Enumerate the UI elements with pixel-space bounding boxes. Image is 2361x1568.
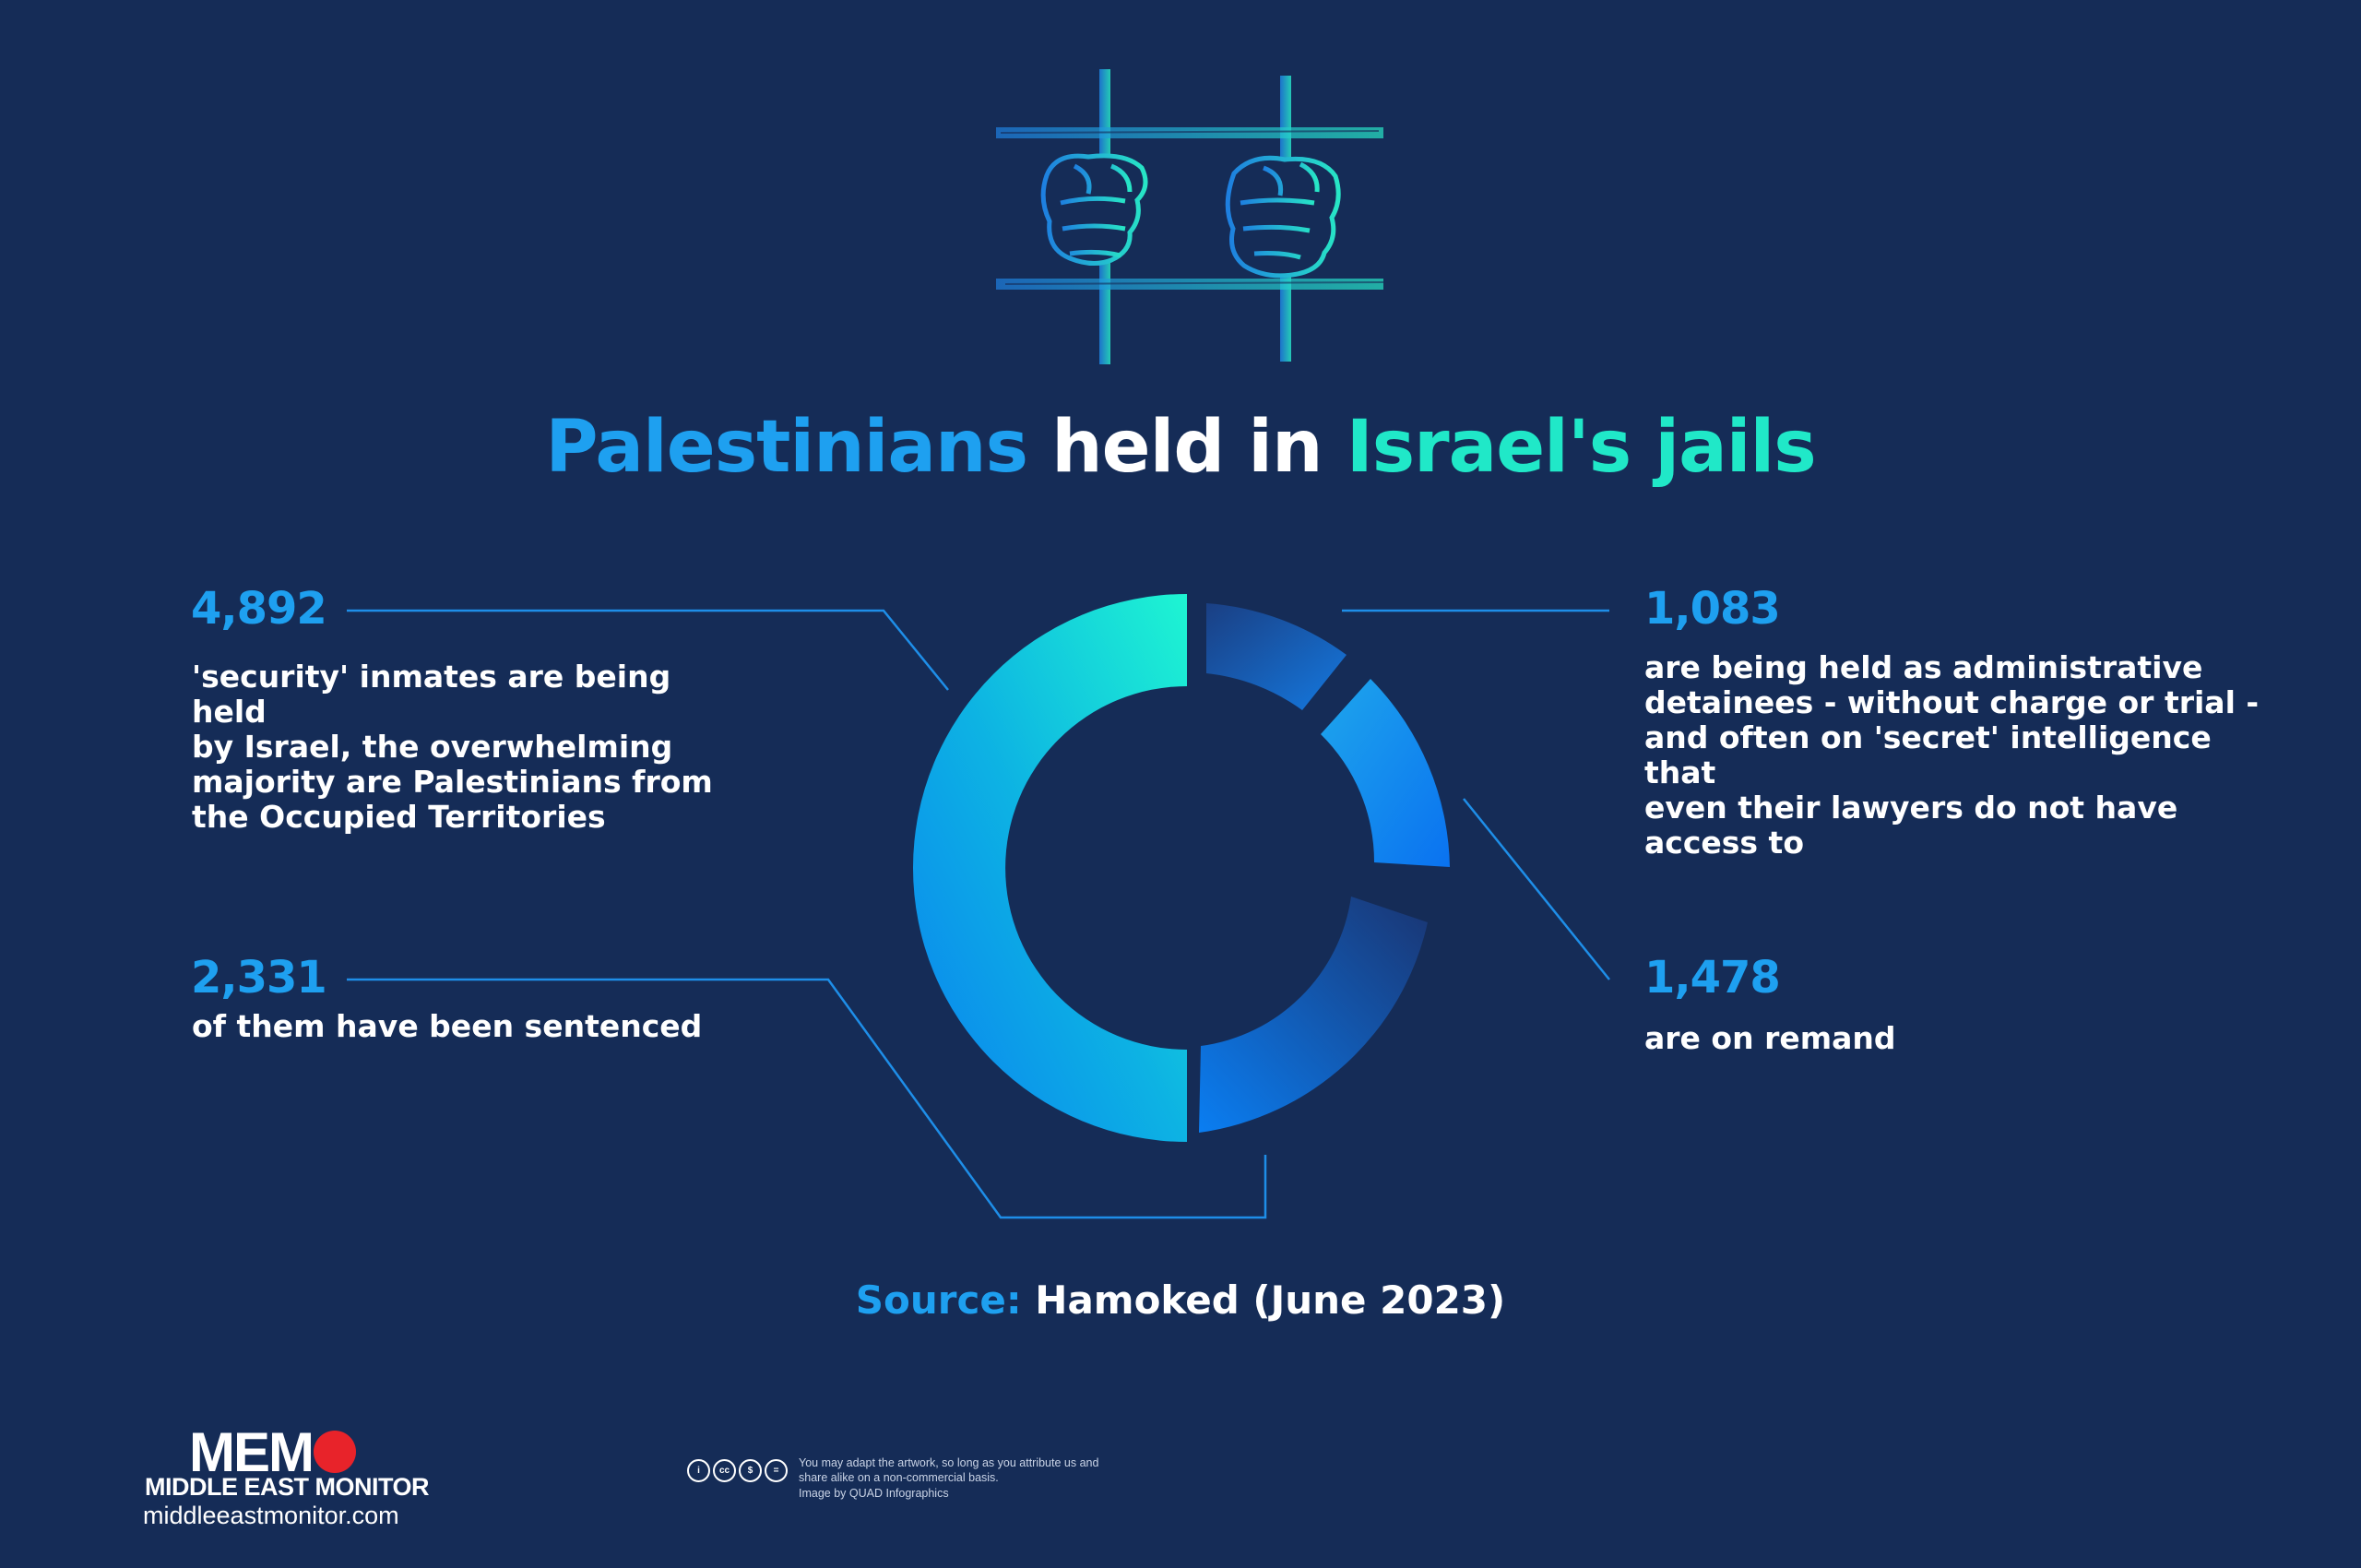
connector-security (347, 609, 949, 691)
stat-remand-description: are on remand (1644, 1021, 2198, 1056)
text-line: the Occupied Territories (192, 799, 606, 835)
stat-administrative-value: 1,083 (1644, 583, 1781, 635)
title-part-palestinians: Palestinians (545, 406, 1028, 489)
connector-remand (1463, 798, 1610, 980)
memo-logo-dot (314, 1431, 356, 1473)
text-line: access to (1644, 825, 1804, 861)
text-line: detainees - without charge or trial - (1644, 684, 2260, 720)
source-label: Source: (855, 1277, 1022, 1323)
text-line: majority are Palestinians from (192, 764, 713, 800)
page-title: Palestinians held in Israel's jails (0, 406, 2361, 489)
cc-logo-icon: cc (713, 1459, 736, 1482)
donut-segments (913, 594, 1450, 1142)
stat-remand-value: 1,478 (1644, 952, 1781, 1004)
memo-logo-subtitle: MIDDLE EAST MONITOR (145, 1473, 430, 1501)
memo-logo-word: MEM (189, 1421, 314, 1483)
text-line: 'security' inmates are being held (192, 659, 671, 730)
memo-website-url: middleeastmonitor.com (143, 1502, 399, 1529)
donut-segment-remand (1321, 679, 1450, 867)
license-text: You may adapt the artwork, so long as yo… (799, 1456, 1099, 1484)
text-line: even their lawyers do not have (1644, 790, 2178, 826)
text-line: are on remand (1644, 1020, 1896, 1056)
stat-security-description: 'security' inmates are being held by Isr… (192, 659, 745, 835)
cc-noncommercial-icon: $ (739, 1459, 762, 1482)
stat-sentenced-value: 2,331 (191, 952, 327, 1004)
stat-security-value: 4,892 (191, 583, 327, 635)
license-credit: Image by QUAD Infographics (799, 1487, 949, 1500)
stat-administrative-description: are being held as administrative detaine… (1644, 650, 2290, 861)
cc-attribution-icon: i (687, 1459, 710, 1482)
donut-segment-administrative (1206, 603, 1347, 710)
connector-lines (347, 609, 1610, 1219)
donut-segment-sentenced (1199, 897, 1428, 1133)
source-line: Source: Hamoked (June 2023) (0, 1277, 2361, 1323)
cc-sharealike-icon: = (765, 1459, 788, 1482)
source-text: Hamoked (June 2023) (1021, 1277, 1506, 1323)
connector-sentenced (347, 978, 1267, 1219)
title-part-jails: Israel's jails (1346, 406, 1817, 489)
title-part-middle: held in (1027, 406, 1347, 489)
text-line: of them have been sentenced (192, 1008, 703, 1044)
text-line: by Israel, the overwhelming (192, 729, 673, 765)
text-line: and often on 'secret' intelligence that (1644, 719, 2212, 790)
fists-on-prison-bars-icon (996, 69, 1384, 364)
text-line: are being held as administrative (1644, 649, 2203, 685)
stat-sentenced-description: of them have been sentenced (192, 1009, 745, 1044)
donut-segment-security (913, 594, 1187, 1142)
